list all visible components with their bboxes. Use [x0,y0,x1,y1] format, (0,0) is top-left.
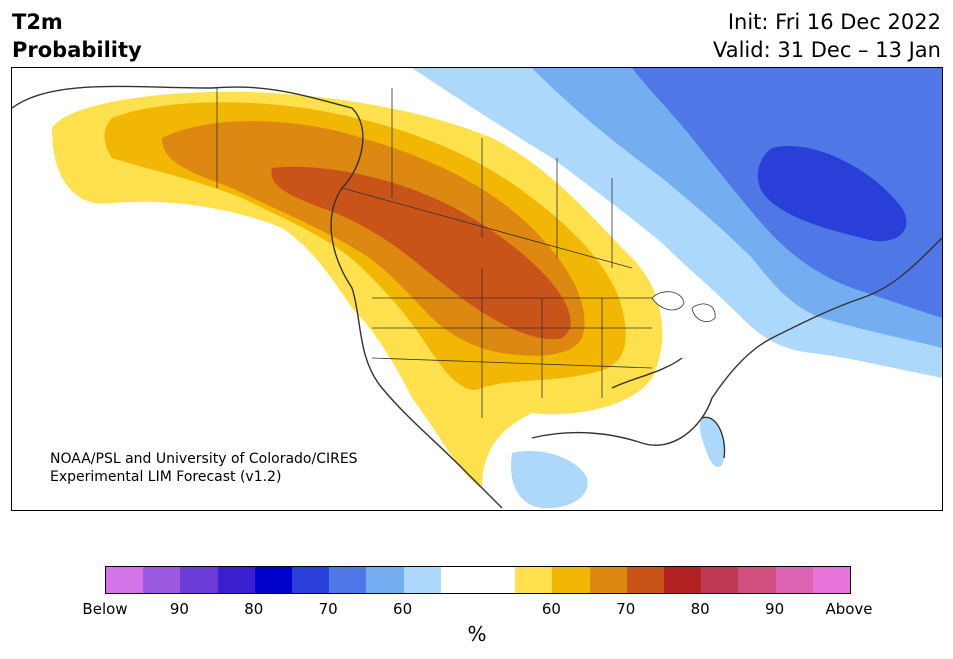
region-below-florida [699,417,725,468]
colorbar-tick-label: 60 [393,600,413,618]
colorbar-swatch [403,567,441,593]
colorbar-tick-label: 80 [690,600,710,618]
colorbar-swatch [292,567,330,593]
colorbar [105,566,851,594]
region-below-gulf [511,450,588,509]
colorbar-tick-label: 70 [616,600,636,618]
colorbar-tick-label: 80 [244,600,264,618]
colorbar-swatch [329,567,367,593]
colorbar-tick-label: 90 [169,600,189,618]
colorbar-swatch [217,567,255,593]
great-lakes [651,291,716,322]
colorbar-tick-label: Below [82,600,128,618]
colorbar-swatch [366,567,404,593]
colorbar-swatch [180,567,218,593]
region-above-75 [271,166,571,340]
colorbar-swatch [664,567,702,593]
valid-period: Valid: 31 Dec – 13 Jan [712,38,941,62]
forecast-map: NOAA/PSL and University of Colorado/CIRE… [11,67,943,511]
colorbar-swatch [738,567,776,593]
colorbar-swatch [515,567,553,593]
colorbar-swatch [143,567,181,593]
colorbar-tick-label: Above [825,600,873,618]
borders [216,88,653,418]
colorbar-swatch [775,567,813,593]
source-credit: NOAA/PSL and University of Colorado/CIRE… [50,450,358,486]
credit-line-2: Experimental LIM Forecast (v1.2) [50,469,282,485]
colorbar-swatch [478,567,516,593]
map-svg [12,68,942,510]
colorbar-swatch [552,567,590,593]
map-title: T2m Probability [12,10,142,62]
colorbar-tick-label: 90 [765,600,785,618]
credit-line-1: NOAA/PSL and University of Colorado/CIRE… [50,451,358,467]
colorbar-swatch [106,567,144,593]
colorbar-swatch [701,567,739,593]
colorbar-swatch [440,567,479,593]
colorbar-swatch [254,567,293,593]
region-below-70 [757,146,907,242]
colorbar-swatch [812,567,851,593]
init-date: Init: Fri 16 Dec 2022 [727,10,941,34]
colorbar-tick-label: 70 [318,600,338,618]
colorbar-tick-label: 60 [541,600,561,618]
colorbar-unit: % [467,622,487,646]
colorbar-swatch [589,567,627,593]
coastline [12,85,942,509]
forecast-dates: Init: Fri 16 Dec 2022 Valid: 31 Dec – 13… [713,8,941,64]
colorbar-swatch [626,567,665,593]
